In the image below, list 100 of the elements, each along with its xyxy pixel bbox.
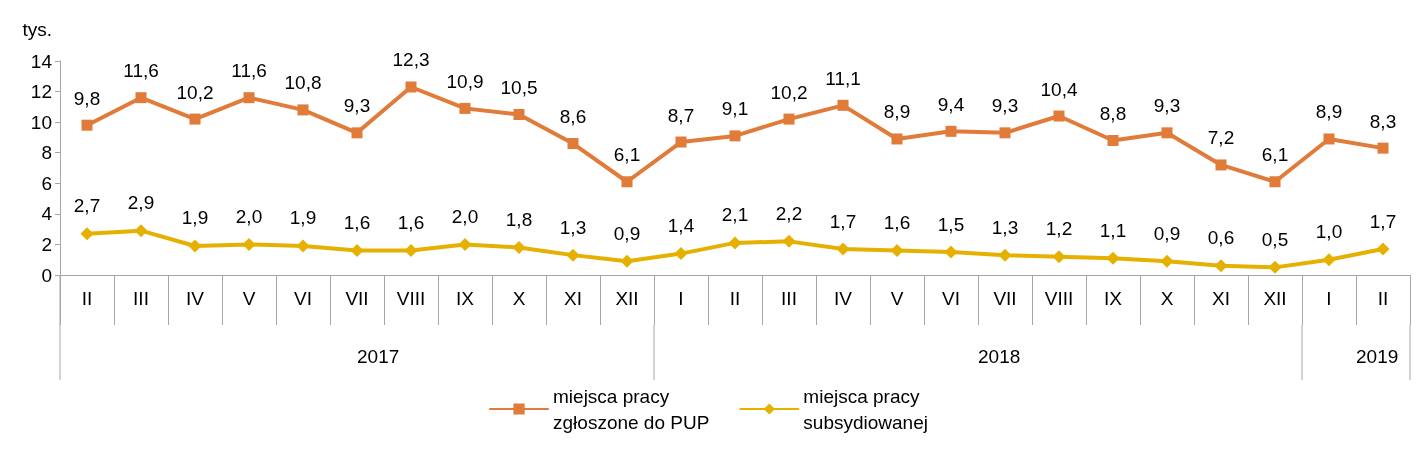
x-tick-label: VII xyxy=(993,288,1017,309)
point xyxy=(188,239,202,253)
x-tick-label: II xyxy=(81,288,93,309)
x-tick-label: XII xyxy=(615,288,639,309)
data-label: 6,1 xyxy=(1261,144,1289,166)
point xyxy=(675,136,687,148)
data-label: 1,8 xyxy=(505,208,533,230)
data-label: 1,6 xyxy=(883,212,911,234)
point xyxy=(621,176,633,188)
data-label: 1,6 xyxy=(343,212,371,234)
data-label: 8,3 xyxy=(1369,110,1397,132)
data-label: 10,9 xyxy=(446,70,484,92)
point xyxy=(1377,142,1389,154)
data-label: 9,8 xyxy=(73,87,101,109)
y-tick-label: 6 xyxy=(41,172,52,194)
data-label: 1,2 xyxy=(1045,218,1073,240)
data-label: 10,4 xyxy=(1040,78,1078,100)
point xyxy=(783,113,795,125)
y-tick-label: 12 xyxy=(30,81,52,103)
data-label: 1,3 xyxy=(991,216,1019,238)
point xyxy=(837,99,849,111)
data-label: 10,5 xyxy=(500,77,538,98)
data-label: 8,9 xyxy=(883,101,911,123)
y-tick-label: 8 xyxy=(41,142,52,164)
point xyxy=(999,127,1011,139)
x-tick-label: VIII xyxy=(1044,288,1074,309)
data-label: 9,1 xyxy=(721,98,749,120)
x-tick-label: X xyxy=(512,288,526,309)
point xyxy=(567,138,579,150)
x-tick-label: I xyxy=(678,288,684,309)
x-tick-label: XII xyxy=(1263,288,1287,309)
data-label: 7,2 xyxy=(1207,127,1235,149)
y-tick-label: 2 xyxy=(41,233,52,255)
point xyxy=(944,245,958,259)
point xyxy=(351,127,363,139)
x-tick-label: VIII xyxy=(396,288,426,309)
data-label: 11,6 xyxy=(123,60,159,82)
data-label: 1,1 xyxy=(1099,219,1127,241)
data-label: 9,3 xyxy=(1153,95,1181,117)
y-axis-title: tys. xyxy=(22,19,52,40)
point xyxy=(350,244,364,258)
point xyxy=(81,119,93,131)
data-label: 0,9 xyxy=(1153,222,1181,244)
data-label: 2,1 xyxy=(721,204,749,226)
point xyxy=(513,109,525,120)
x-tick-label: VI xyxy=(294,288,312,309)
point xyxy=(729,130,741,142)
point xyxy=(891,133,903,145)
x-tick-label: II xyxy=(1377,288,1389,309)
x-tick-label: VI xyxy=(942,288,960,309)
data-label: 2,9 xyxy=(127,192,155,214)
y-tick-label: 0 xyxy=(41,264,52,286)
data-label: 9,4 xyxy=(937,93,965,115)
x-tick-label: III xyxy=(781,288,797,309)
point xyxy=(728,236,742,250)
point xyxy=(998,248,1012,262)
point xyxy=(782,234,796,248)
x-tick-label: VII xyxy=(345,288,369,309)
data-label: 1,6 xyxy=(397,212,425,234)
x-tick-label: III xyxy=(133,288,149,309)
data-label: 1,4 xyxy=(667,215,695,237)
x-tick-label: XI xyxy=(564,288,582,309)
point xyxy=(945,125,957,137)
point xyxy=(405,81,417,93)
data-label: 9,3 xyxy=(343,95,371,117)
data-label: 11,6 xyxy=(231,60,267,82)
point xyxy=(1323,133,1335,145)
point xyxy=(80,227,94,241)
point xyxy=(1214,259,1228,273)
x-tick-label: IX xyxy=(1104,288,1123,309)
point xyxy=(1107,134,1119,146)
data-label: 12,3 xyxy=(392,49,430,71)
data-label: 2,2 xyxy=(775,202,803,224)
point xyxy=(1322,253,1336,267)
point xyxy=(1268,260,1282,274)
point xyxy=(1106,251,1120,265)
text: 2017 xyxy=(357,346,400,367)
data-label: 8,6 xyxy=(559,106,587,128)
point xyxy=(1215,159,1227,171)
point xyxy=(1160,254,1174,268)
legend-label: miejsca pracy subsydiowanej xyxy=(803,385,928,433)
data-label: 11,1 xyxy=(825,67,861,89)
data-label: 2,7 xyxy=(73,195,101,217)
data-label: 0,6 xyxy=(1207,227,1235,249)
data-label: 10,8 xyxy=(284,72,322,94)
text: 2019 xyxy=(1356,346,1399,367)
y-tick-label: 4 xyxy=(41,203,53,225)
x-tick-label: V xyxy=(890,288,904,309)
data-label: 8,8 xyxy=(1099,102,1127,124)
data-label: 2,0 xyxy=(235,205,263,227)
point xyxy=(243,92,255,104)
point xyxy=(620,254,634,268)
point xyxy=(674,247,688,261)
data-label: 9,3 xyxy=(991,95,1019,117)
point xyxy=(297,104,309,116)
data-label: 0,9 xyxy=(613,222,641,244)
point xyxy=(566,248,580,262)
text: 2018 xyxy=(978,346,1021,367)
x-tick-label: I xyxy=(1326,288,1332,309)
data-label: 1,9 xyxy=(289,207,317,229)
